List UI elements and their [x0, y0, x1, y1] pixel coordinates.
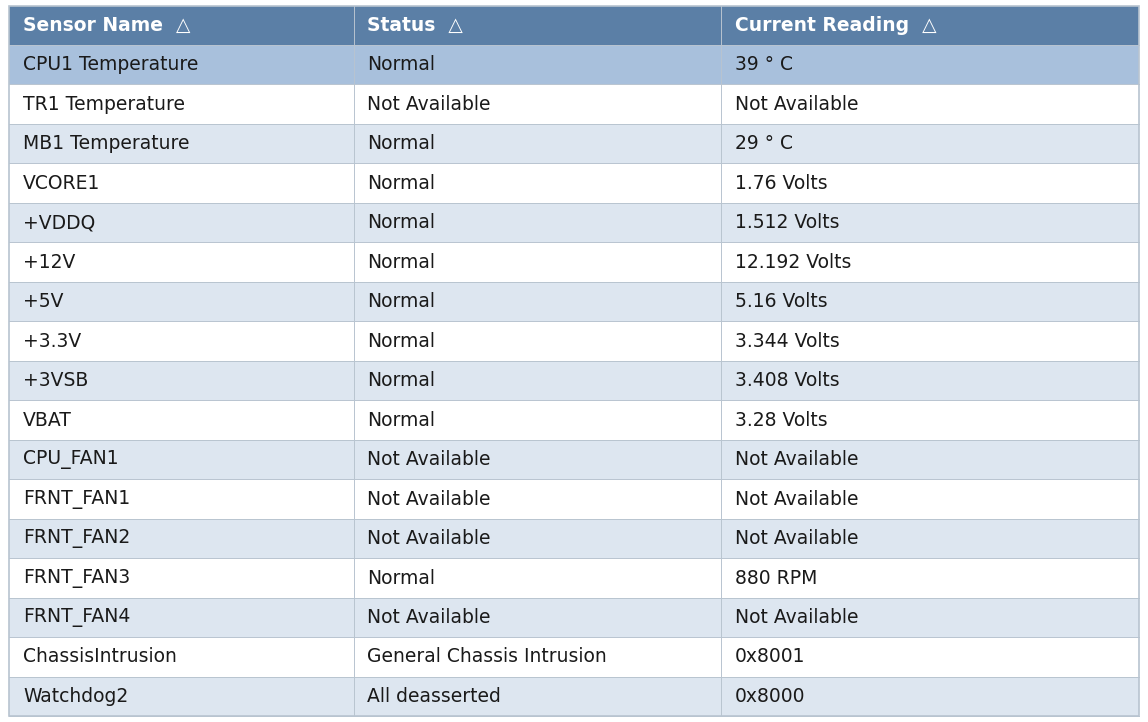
Bar: [9, 124, 1139, 163]
Text: Not Available: Not Available: [735, 95, 858, 113]
Text: Not Available: Not Available: [735, 608, 858, 627]
Text: FRNT_FAN2: FRNT_FAN2: [23, 529, 130, 548]
Text: CPU1 Temperature: CPU1 Temperature: [23, 55, 199, 74]
Text: 39 ° C: 39 ° C: [735, 55, 792, 74]
Text: Not Available: Not Available: [367, 490, 491, 508]
Text: Normal: Normal: [367, 55, 435, 74]
Text: VBAT: VBAT: [23, 411, 72, 430]
Bar: [9, 321, 1139, 361]
Bar: [9, 400, 1139, 440]
Text: Not Available: Not Available: [735, 490, 858, 508]
Text: Normal: Normal: [367, 253, 435, 271]
Bar: [9, 479, 1139, 519]
Text: 880 RPM: 880 RPM: [735, 568, 817, 588]
Text: Not Available: Not Available: [735, 450, 858, 469]
Text: +3VSB: +3VSB: [23, 371, 88, 390]
Bar: [9, 361, 1139, 400]
Text: VCORE1: VCORE1: [23, 173, 100, 193]
Bar: [9, 558, 1139, 598]
Text: 3.408 Volts: 3.408 Volts: [735, 371, 839, 390]
Bar: [9, 163, 1139, 203]
Bar: [9, 638, 1139, 677]
Bar: [9, 6, 1139, 45]
Text: Status  △: Status △: [367, 16, 464, 35]
Text: Normal: Normal: [367, 568, 435, 588]
Text: +12V: +12V: [23, 253, 76, 271]
Text: 0x8001: 0x8001: [735, 648, 805, 666]
Text: Normal: Normal: [367, 411, 435, 430]
Text: +VDDQ: +VDDQ: [23, 213, 95, 232]
Bar: [9, 519, 1139, 558]
Text: TR1 Temperature: TR1 Temperature: [23, 95, 185, 113]
Text: Normal: Normal: [367, 292, 435, 311]
Text: Not Available: Not Available: [367, 529, 491, 548]
Text: 5.16 Volts: 5.16 Volts: [735, 292, 828, 311]
Text: Normal: Normal: [367, 371, 435, 390]
Text: 0x8000: 0x8000: [735, 687, 805, 706]
Text: 3.344 Volts: 3.344 Volts: [735, 331, 839, 351]
Text: Current Reading  △: Current Reading △: [735, 16, 936, 35]
Text: +3.3V: +3.3V: [23, 331, 82, 351]
Text: Watchdog2: Watchdog2: [23, 687, 129, 706]
Text: Not Available: Not Available: [367, 95, 491, 113]
Text: +5V: +5V: [23, 292, 63, 311]
Bar: [9, 45, 1139, 84]
Text: General Chassis Intrusion: General Chassis Intrusion: [367, 648, 607, 666]
Text: 3.28 Volts: 3.28 Volts: [735, 411, 828, 430]
Text: All deasserted: All deasserted: [367, 687, 502, 706]
Text: Not Available: Not Available: [367, 608, 491, 627]
Text: Not Available: Not Available: [735, 529, 858, 548]
Text: FRNT_FAN3: FRNT_FAN3: [23, 568, 130, 588]
Text: 1.76 Volts: 1.76 Volts: [735, 173, 828, 193]
Bar: [9, 243, 1139, 282]
Text: ChassisIntrusion: ChassisIntrusion: [23, 648, 177, 666]
Text: Normal: Normal: [367, 213, 435, 232]
Bar: [9, 282, 1139, 321]
Text: CPU_FAN1: CPU_FAN1: [23, 450, 118, 469]
Text: MB1 Temperature: MB1 Temperature: [23, 134, 189, 153]
Bar: [9, 84, 1139, 124]
Bar: [9, 440, 1139, 479]
Text: 1.512 Volts: 1.512 Volts: [735, 213, 839, 232]
Text: Not Available: Not Available: [367, 450, 491, 469]
Text: Normal: Normal: [367, 331, 435, 351]
Text: 29 ° C: 29 ° C: [735, 134, 792, 153]
Text: FRNT_FAN1: FRNT_FAN1: [23, 490, 130, 508]
Text: Sensor Name  △: Sensor Name △: [23, 16, 191, 35]
Bar: [9, 677, 1139, 716]
Text: Normal: Normal: [367, 173, 435, 193]
Bar: [9, 598, 1139, 638]
Bar: [9, 203, 1139, 243]
Text: FRNT_FAN4: FRNT_FAN4: [23, 608, 131, 627]
Text: Normal: Normal: [367, 134, 435, 153]
Text: 12.192 Volts: 12.192 Volts: [735, 253, 851, 271]
